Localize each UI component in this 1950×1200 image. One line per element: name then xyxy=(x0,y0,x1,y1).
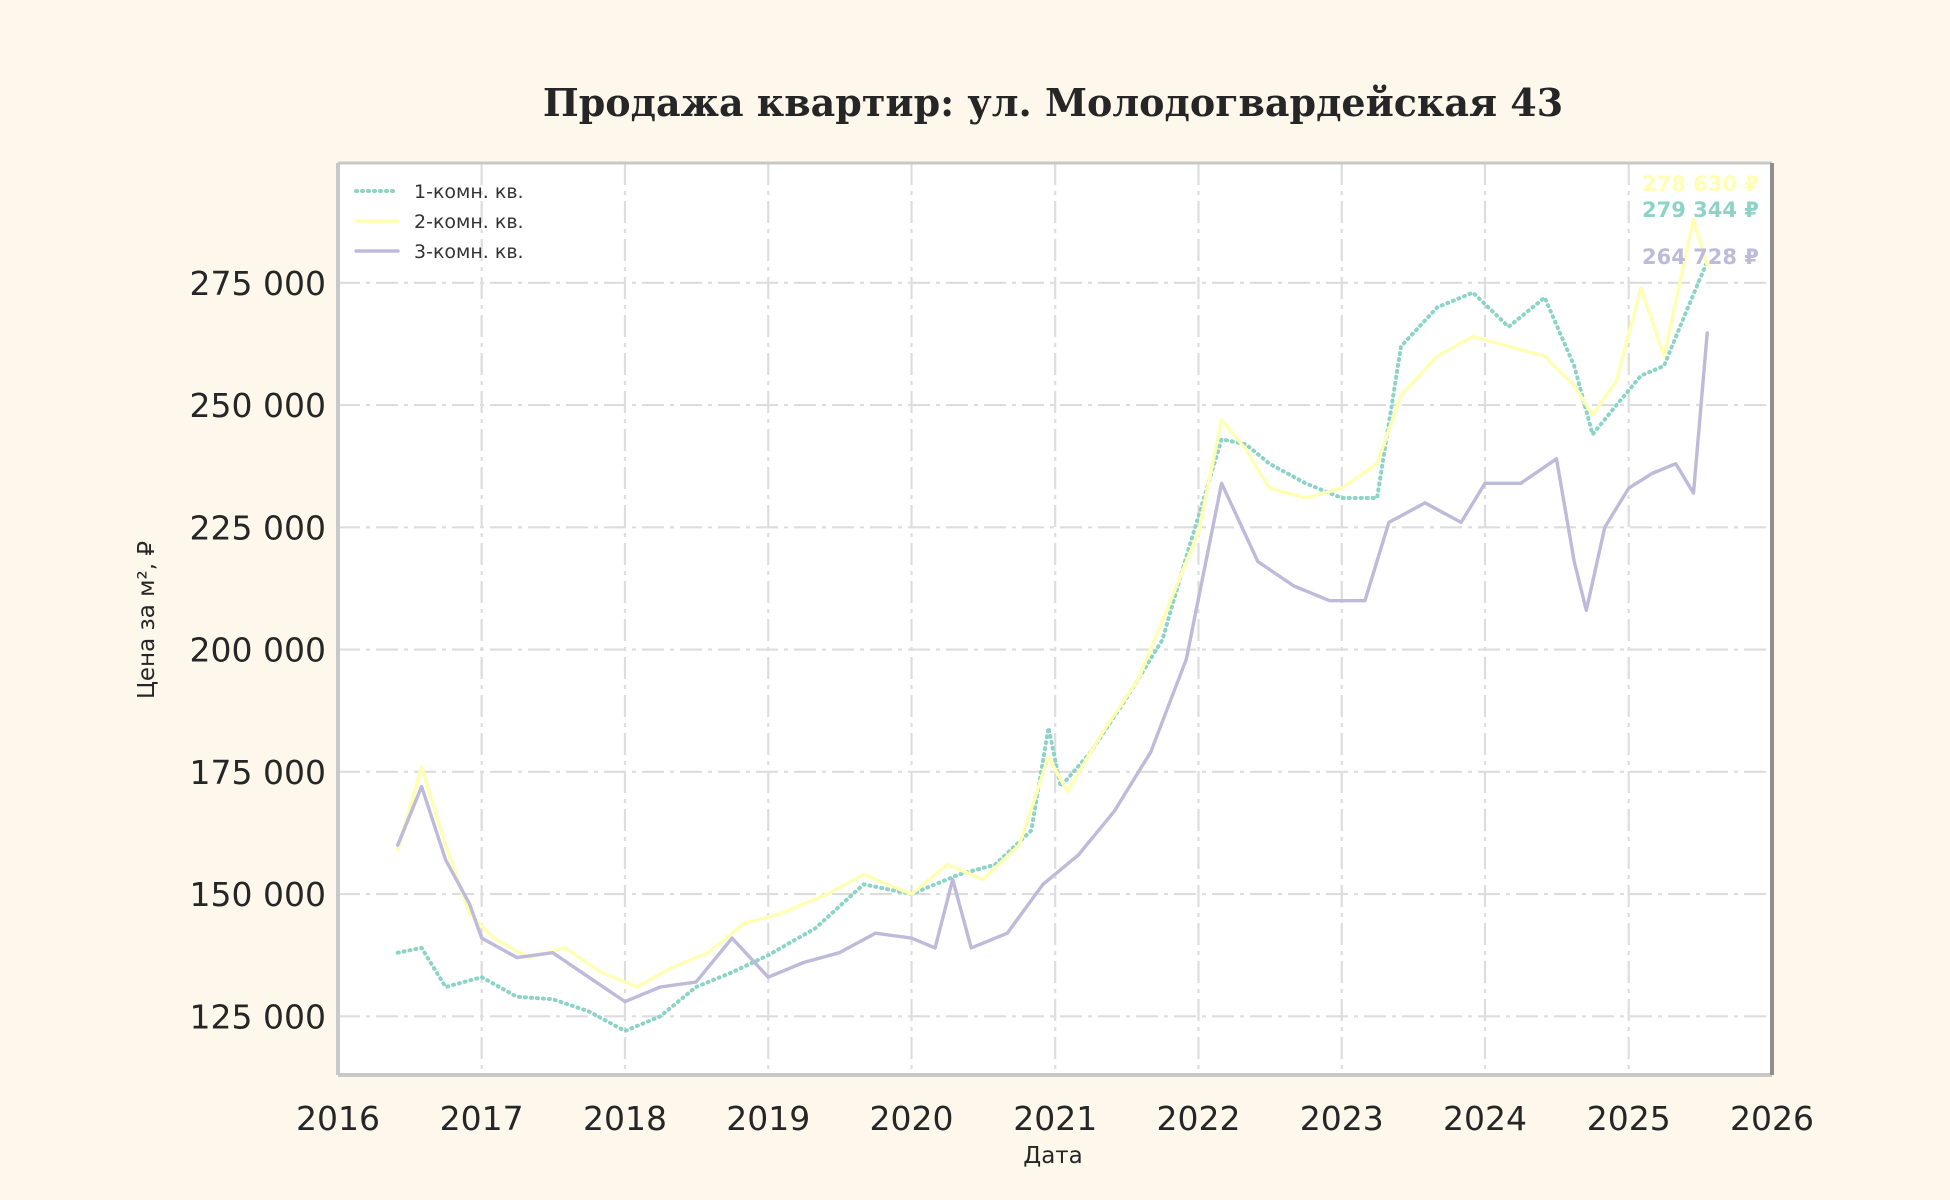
x-tick-label: 2018 xyxy=(583,1099,667,1138)
x-axis-ticks: 2016 2017 2018 2019 2020 2021 2022 2023 2024 2025… xyxy=(296,1099,1814,1138)
end-value-labels: 279 344 ₽278 630 ₽ 264 728 ₽ xyxy=(1642,172,1759,269)
y-tick-label: 150 000 xyxy=(190,875,326,914)
legend-label-2: 2-комн. кв. xyxy=(414,211,524,233)
x-axis-title: Дата xyxy=(1023,1143,1083,1169)
x-tick-label: 2019 xyxy=(726,1099,810,1138)
x-tick-label: 2026 xyxy=(1730,1099,1814,1138)
end-value-label-3: 264 728 ₽ xyxy=(1642,245,1759,269)
y-axis-title: Цена за м², ₽ xyxy=(134,541,160,699)
legend: 1-комн. кв. 2-комн. кв. 3-комн. кв. xyxy=(354,181,524,263)
grid xyxy=(338,163,1772,1075)
legend-label-3: 3-комн. кв. xyxy=(414,241,524,263)
x-tick-label: 2021 xyxy=(1013,1099,1097,1138)
x-tick-label: 2023 xyxy=(1300,1099,1384,1138)
y-tick-label: 250 000 xyxy=(190,386,326,425)
series-lines xyxy=(395,217,1710,1033)
x-tick-label: 2016 xyxy=(296,1099,380,1138)
axis-frame xyxy=(336,161,1774,1077)
x-tick-label: 2024 xyxy=(1443,1099,1527,1138)
series-line-3 xyxy=(396,331,1709,1004)
legend-label-1: 1-комн. кв. xyxy=(414,181,524,203)
x-tick-label: 2020 xyxy=(870,1099,954,1138)
x-tick-label: 2022 xyxy=(1156,1099,1240,1138)
series-line-2 xyxy=(396,217,1709,989)
y-axis-ticks: 125 000 150 000 175 000 200 000 225 000 250 0… xyxy=(190,264,326,1037)
y-tick-label: 175 000 xyxy=(190,753,326,792)
end-value-label-2: 278 630 ₽ xyxy=(1642,172,1759,196)
y-tick-label: 275 000 xyxy=(190,264,326,303)
end-value-label-1: 279 344 ₽ xyxy=(1642,198,1759,222)
chart-title: Продажа квартир: ул. Молодогвардейская 4… xyxy=(543,80,1563,125)
series-line-1 xyxy=(395,259,1710,1033)
y-tick-label: 200 000 xyxy=(190,631,326,670)
x-tick-label: 2017 xyxy=(440,1099,524,1138)
y-tick-label: 125 000 xyxy=(190,997,326,1036)
x-tick-label: 2025 xyxy=(1587,1099,1671,1138)
y-tick-label: 225 000 xyxy=(190,508,326,547)
